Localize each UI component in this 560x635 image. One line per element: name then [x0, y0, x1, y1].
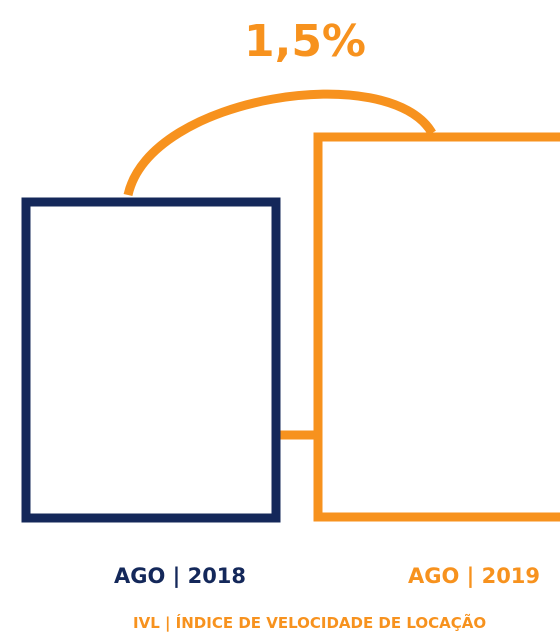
footer: IVL | ÍNDICE DE VELOCIDADE DE LOCAÇÃO: [133, 613, 486, 633]
box-2019: [313, 132, 560, 522]
change-label: 1,5%: [244, 16, 366, 67]
period-label: AGO | 2018: [114, 564, 246, 589]
period-label: AGO | 2019: [408, 564, 540, 589]
arc: [123, 89, 436, 197]
box-2018: [21, 197, 281, 523]
